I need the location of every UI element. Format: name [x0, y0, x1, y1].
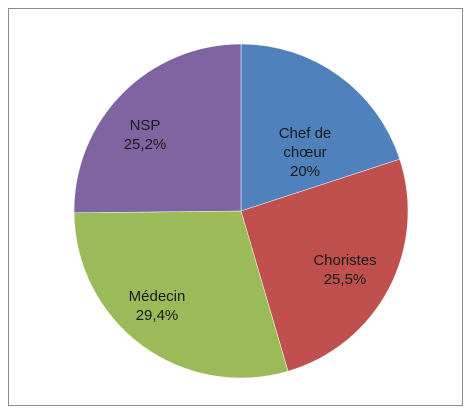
category-label: Choristes — [313, 252, 377, 269]
slice-label: Choristes 25,5% — [300, 251, 390, 289]
value-label: 29,4% — [135, 307, 179, 324]
slice-label: NSP 25,2% — [100, 116, 190, 154]
category-label: Médecin — [128, 288, 186, 305]
value-label: 25,5% — [323, 271, 367, 288]
pie-slice — [240, 158, 409, 372]
pie-slice — [73, 210, 289, 379]
slice-label: Chef de chœur 20% — [260, 124, 350, 181]
value-label: 20% — [289, 162, 321, 180]
category-label: NSP — [129, 117, 161, 134]
pie-slice — [240, 43, 401, 212]
pie-slice — [73, 43, 242, 214]
chart-frame — [8, 8, 463, 406]
slice-label: Médecin 29,4% — [112, 287, 202, 325]
value-label: 25,2% — [123, 136, 167, 153]
category-label: Chef de chœur — [278, 124, 332, 161]
